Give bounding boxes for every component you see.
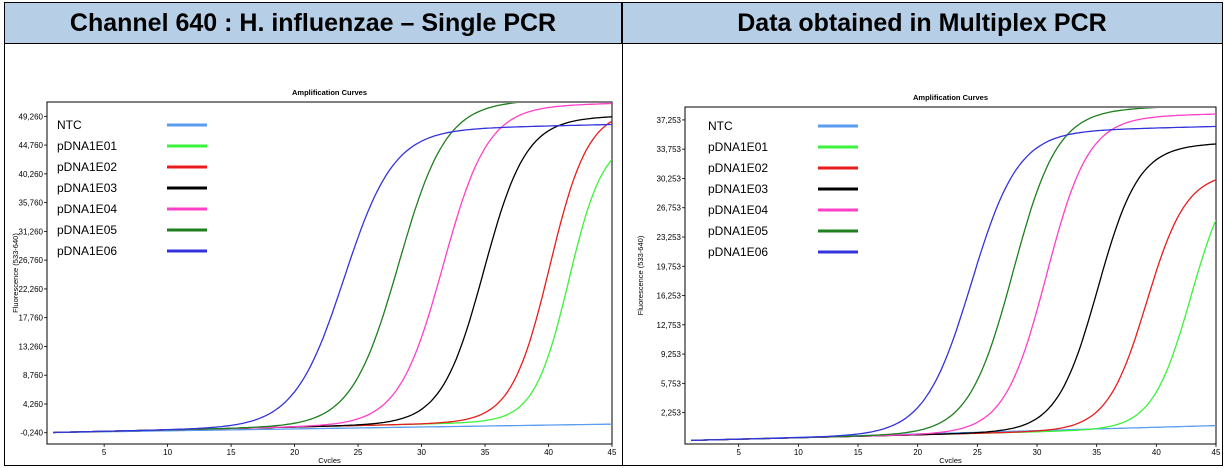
x-axis-label: Cycles (939, 456, 962, 463)
y-tick-label: 33,753 (657, 145, 682, 154)
curve-layer (690, 108, 1216, 442)
x-tick-label: 10 (794, 448, 803, 457)
y-tick-label: 12,753 (657, 321, 682, 330)
y-tick-label: 44,760 (19, 141, 44, 150)
x-tick-label: 35 (1092, 448, 1101, 457)
y-tick-label: 37,253 (657, 116, 682, 125)
legend-label: pDNA1E04 (57, 202, 117, 216)
figure-frame: Channel 640 : H. influenzae – Single PCR… (4, 2, 1223, 466)
x-tick-label: 35 (481, 448, 490, 457)
x-tick-label: 40 (544, 448, 553, 457)
x-tick-label: 5 (736, 448, 741, 457)
y-tick-label: 35,760 (19, 199, 44, 208)
y-tick-label: 9,253 (661, 350, 682, 359)
chart-title: Amplification Curves (913, 93, 988, 102)
y-tick-label: 26,760 (19, 256, 44, 265)
y-tick-label: 5,753 (661, 379, 682, 388)
x-tick-label: 25 (973, 448, 982, 457)
y-tick-label: 26,753 (657, 204, 682, 213)
x-tick-label: 10 (163, 448, 172, 457)
x-tick-label: 30 (417, 448, 426, 457)
x-tick-label: 15 (227, 448, 236, 457)
series-line-pdna1e06 (690, 125, 1216, 442)
x-tick-label: 45 (1212, 448, 1221, 457)
y-tick-label: 23,253 (657, 233, 682, 242)
y-tick-label: 30,253 (657, 174, 682, 183)
y-tick-label: 2,253 (661, 409, 682, 418)
y-tick-label: -0,240 (20, 429, 43, 438)
y-axis-label: Fluorescence (533-640) (11, 233, 20, 313)
legend-label: NTC (708, 119, 733, 133)
x-tick-label: 25 (354, 448, 363, 457)
legend-label: pDNA1E04 (708, 203, 768, 217)
plot-area (684, 106, 1217, 445)
x-tick-label: 30 (1033, 448, 1042, 457)
series-line-pdna1e06 (53, 123, 612, 434)
plot-area (46, 101, 613, 445)
curve-layer (53, 103, 612, 434)
amplification-chart-single: Amplification Curves -0,240 4,260 8,760 13,2… (11, 88, 617, 463)
y-tick-label: 19,753 (657, 262, 682, 271)
legend-label: pDNA1E01 (57, 139, 117, 153)
x-axis-label: Cycles (318, 456, 341, 463)
legend-label: pDNA1E01 (708, 140, 768, 154)
amplification-chart-multiplex: Amplification Curves 2,253 5,753 9,253 12,75… (636, 93, 1221, 463)
y-tick-label: 13,260 (19, 342, 44, 351)
legend-label: pDNA1E05 (57, 223, 117, 237)
y-tick-label: 17,760 (19, 314, 44, 323)
x-tick-label: 20 (290, 448, 299, 457)
y-tick-label: 4,260 (23, 400, 44, 409)
panel-divider (622, 3, 623, 465)
x-tick-label: 45 (608, 448, 617, 457)
panel-header-single-pcr: Channel 640 : H. influenzae – Single PCR (5, 3, 622, 44)
y-tick-label: 8,760 (23, 371, 44, 380)
x-tick-label: 20 (913, 448, 922, 457)
legend-label: pDNA1E06 (708, 245, 768, 259)
y-tick-label: 22,260 (19, 285, 44, 294)
panel-header-multiplex-pcr: Data obtained in Multiplex PCR (622, 3, 1222, 44)
legend-label: pDNA1E02 (57, 160, 117, 174)
legend-label: NTC (57, 118, 82, 132)
y-tick-label: 40,260 (19, 170, 44, 179)
y-tick-label: 31,260 (19, 227, 44, 236)
y-tick-label: 16,253 (657, 292, 682, 301)
y-axis-label: Fluorescence (533-640) (636, 235, 645, 315)
legend-label: pDNA1E06 (57, 244, 117, 258)
x-tick-label: 5 (102, 448, 107, 457)
chart-title: Amplification Curves (292, 88, 367, 97)
legend-label: pDNA1E03 (708, 182, 768, 196)
legend-label: pDNA1E05 (708, 224, 768, 238)
x-tick-label: 15 (854, 448, 863, 457)
y-tick-label: 49,260 (19, 112, 44, 121)
series-line-ntc (53, 423, 612, 434)
legend-label: pDNA1E02 (708, 161, 768, 175)
x-tick-label: 40 (1152, 448, 1161, 457)
legend-label: pDNA1E03 (57, 181, 117, 195)
